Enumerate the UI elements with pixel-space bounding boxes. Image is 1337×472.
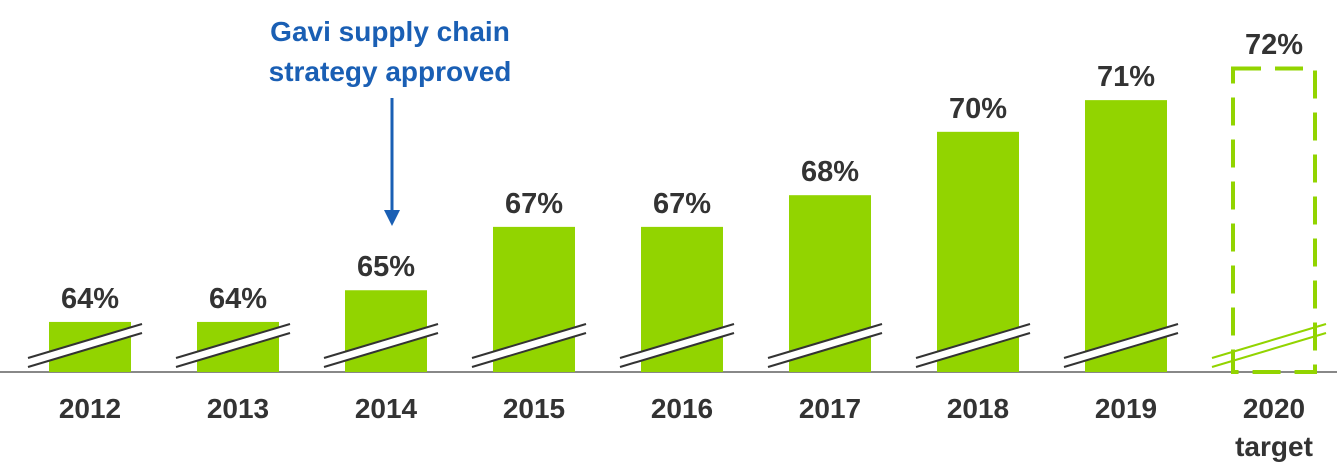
axis-break-line	[323, 323, 439, 359]
axis-break	[28, 324, 142, 367]
axis-break-line	[619, 332, 735, 368]
axis-break	[176, 324, 290, 367]
axis-break-line	[1063, 323, 1179, 359]
x-tick-label: 2013	[206, 393, 270, 424]
axis-break	[324, 324, 438, 367]
bar-target	[1231, 66, 1317, 374]
value-label: 64%	[208, 282, 268, 315]
axis-break	[1064, 324, 1178, 367]
annotation-arrowhead	[384, 210, 400, 226]
axis-break-line	[27, 323, 143, 359]
axis-break-line	[619, 323, 735, 359]
axis-break-line	[175, 323, 291, 359]
axis-break-line	[1211, 332, 1327, 368]
axis-break	[620, 324, 734, 367]
axis-break-line	[915, 323, 1031, 359]
axis-break-line	[767, 332, 883, 368]
axis-break	[916, 324, 1030, 367]
value-label: 67%	[652, 187, 712, 220]
value-label: 71%	[1096, 61, 1156, 94]
value-label: 68%	[800, 156, 860, 189]
x-tick-label: 2012	[58, 393, 122, 424]
axis-break-line	[175, 332, 291, 368]
value-label: 64%	[60, 282, 120, 315]
x-tick-label: 2018	[946, 393, 1010, 424]
x-tick-label: 2014	[354, 393, 418, 424]
x-tick-label: 2015	[502, 393, 566, 424]
axis-break-line	[1211, 323, 1327, 359]
bar	[1085, 100, 1167, 373]
value-label: 67%	[504, 187, 564, 220]
axis-break-line	[471, 323, 587, 359]
annotation: Gavi supply chain strategy approved	[268, 16, 512, 87]
axis-break-line	[767, 323, 883, 359]
x-tick-label: 2017	[798, 393, 862, 424]
axis-break-line	[471, 332, 587, 368]
x-tick-label: 2016	[650, 393, 714, 424]
axis-break-line	[27, 332, 143, 368]
axis-break-line	[1063, 332, 1179, 368]
x-tick-label: 2020 target	[1235, 393, 1313, 462]
value-label: 65%	[356, 251, 416, 284]
x-tick-label: 2019	[1094, 393, 1158, 424]
axis-break-line	[915, 332, 1031, 368]
value-label: 72%	[1244, 29, 1304, 62]
axis-break	[472, 324, 586, 367]
axis-break-line	[323, 332, 439, 368]
value-label: 70%	[948, 92, 1008, 125]
axis-break	[768, 324, 882, 367]
